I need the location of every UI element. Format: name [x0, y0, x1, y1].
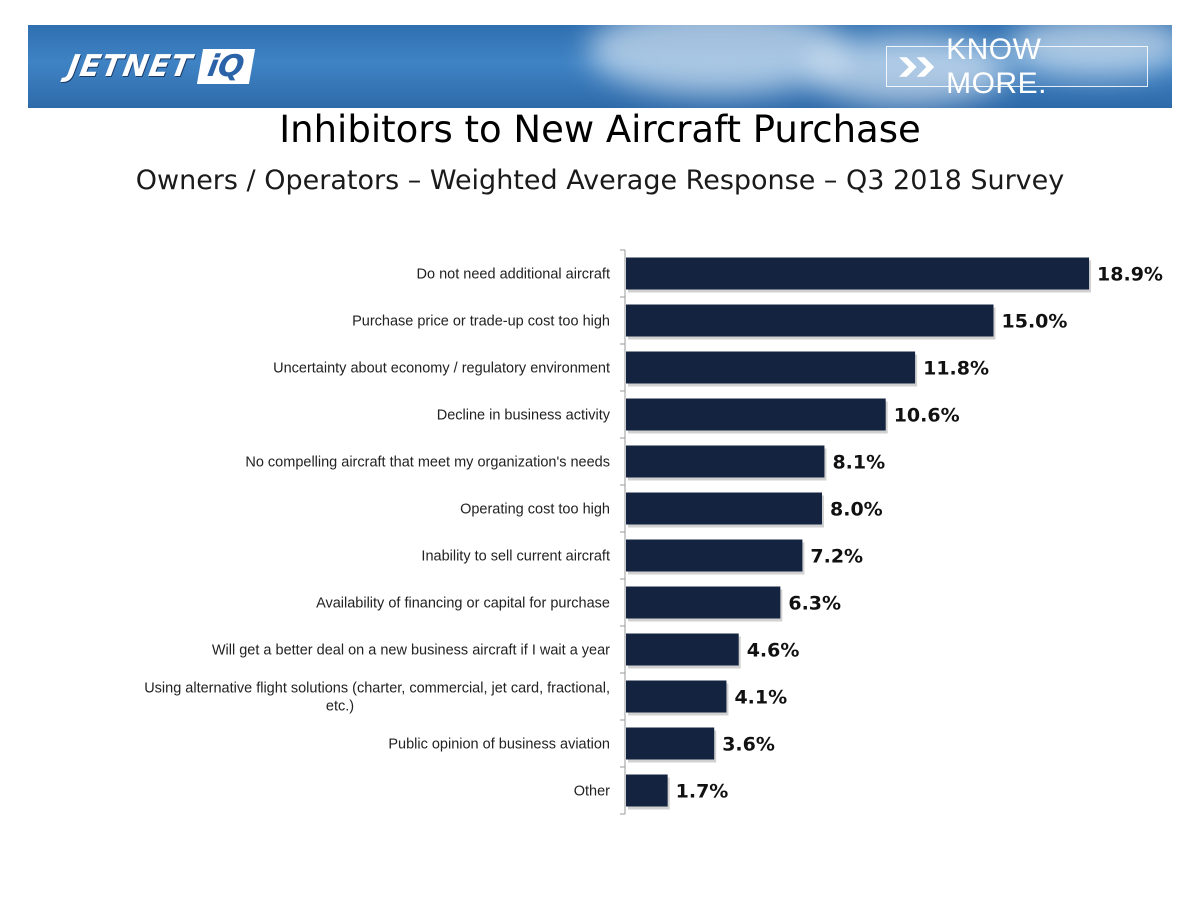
data-label: 6.3% [788, 593, 841, 615]
chart-title: Inhibitors to New Aircraft Purchase [279, 108, 921, 151]
bar [626, 539, 803, 572]
data-label: 8.0% [830, 499, 883, 521]
category-label: No compelling aircraft that meet my orga… [245, 455, 610, 471]
bar [626, 257, 1090, 290]
category-label: Uncertainty about economy / regulatory e… [273, 361, 610, 377]
chart-subtitle: Owners / Operators – Weighted Average Re… [135, 165, 1065, 196]
bar [626, 492, 822, 525]
data-label: 7.2% [810, 546, 863, 568]
double-chevron-right-icon [898, 56, 935, 77]
bar [626, 633, 739, 666]
data-label: 11.8% [923, 358, 989, 380]
cloud-decoration [1008, 25, 1172, 75]
category-label: Inability to sell current aircraft [421, 549, 610, 565]
bar [626, 351, 916, 384]
data-label: 18.9% [1097, 264, 1163, 286]
category-label: Decline in business activity [437, 408, 611, 424]
bar [626, 445, 825, 478]
category-label: Purchase price or trade-up cost too high [352, 314, 610, 330]
bar [626, 398, 886, 431]
bar [626, 774, 668, 807]
data-label: 8.1% [832, 452, 885, 474]
category-label: Do not need additional aircraft [417, 267, 610, 283]
bar [626, 586, 781, 619]
category-label: Public opinion of business aviation [388, 737, 610, 753]
category-label: Will get a better deal on a new business… [212, 643, 610, 659]
bar [626, 727, 715, 760]
data-label: 4.6% [747, 640, 800, 662]
category-label: Availability of financing or capital for… [316, 596, 610, 612]
know-more-label: KNOW MORE. [946, 32, 1047, 100]
data-label: 15.0% [1002, 311, 1068, 333]
bar [626, 304, 994, 337]
header-banner: JETNET iQ KNOW MORE. [28, 25, 1172, 108]
category-label: Operating cost too high [460, 502, 610, 518]
data-label: 10.6% [894, 405, 960, 427]
cloud-decoration [588, 25, 848, 95]
category-label: Using alternative flight solutions (char… [144, 681, 610, 697]
data-label: 1.7% [676, 781, 729, 803]
bar [626, 680, 727, 713]
category-label: etc.) [326, 699, 354, 715]
data-label: 3.6% [722, 734, 775, 756]
data-label: 4.1% [734, 687, 787, 709]
know-more-button[interactable]: KNOW MORE. [886, 33, 1148, 100]
category-label: Other [574, 784, 610, 800]
